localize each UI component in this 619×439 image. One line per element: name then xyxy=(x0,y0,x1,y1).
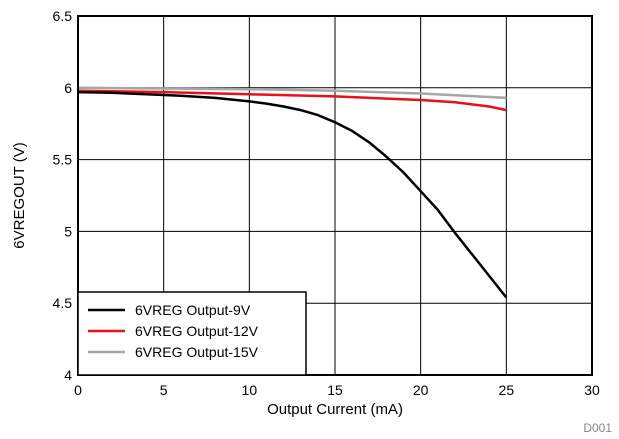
x-tick-label: 25 xyxy=(499,382,515,398)
legend-box xyxy=(77,291,307,376)
y-tick-label: 6 xyxy=(64,80,72,96)
y-tick-label: 4 xyxy=(64,367,72,383)
y-axis-tick-labels: 4 4.5 5 5.5 6 6.5 xyxy=(53,8,73,383)
series-line xyxy=(77,86,507,100)
y-tick-label: 6.5 xyxy=(53,8,73,24)
x-tick-label: 0 xyxy=(74,382,82,398)
x-tick-label: 20 xyxy=(413,382,429,398)
x-tick-label: 15 xyxy=(327,382,343,398)
y-tick-label: 5.5 xyxy=(53,152,73,168)
series-line xyxy=(77,90,508,299)
legend: 6VREG Output-9V 6VREG Output-12V 6VREG Out… xyxy=(77,291,307,376)
x-tick-label: 10 xyxy=(242,382,258,398)
y-axis-title: 6VREGOUT (V) xyxy=(11,142,28,248)
x-tick-label: 5 xyxy=(160,382,168,398)
series-line xyxy=(77,89,507,112)
legend-entry-label: 6VREG Output-9V xyxy=(135,302,251,318)
y-tick-label: 5 xyxy=(64,223,72,239)
y-tick-label: 4.5 xyxy=(53,295,73,311)
x-tick-label: 30 xyxy=(584,382,600,398)
plot-area-frame xyxy=(77,15,593,376)
figure-id-label: D001 xyxy=(583,421,612,435)
x-axis-title: Output Current (mA) xyxy=(267,401,403,418)
legend-entry-label: 6VREG Output-15V xyxy=(135,344,259,360)
series-layer xyxy=(77,86,508,299)
x-axis-tick-labels: 0 5 10 15 20 25 30 xyxy=(74,382,600,398)
legend-entry-label: 6VREG Output-12V xyxy=(135,323,259,339)
